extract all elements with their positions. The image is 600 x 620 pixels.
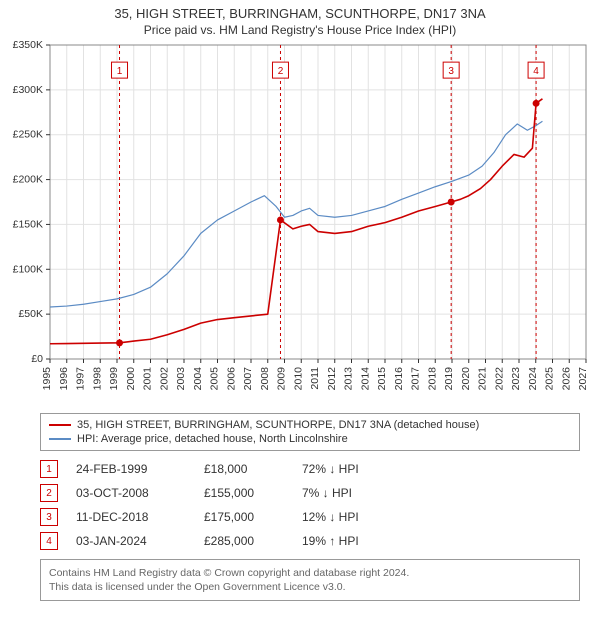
transaction-badge: 2 bbox=[40, 484, 58, 502]
title-address: 35, HIGH STREET, BURRINGHAM, SCUNTHORPE,… bbox=[0, 6, 600, 21]
transaction-pct-vs-hpi: 12% ↓ HPI bbox=[302, 510, 392, 524]
attribution-footer: Contains HM Land Registry data © Crown c… bbox=[40, 559, 580, 601]
svg-text:2002: 2002 bbox=[158, 367, 170, 391]
svg-text:3: 3 bbox=[448, 66, 454, 77]
legend: 35, HIGH STREET, BURRINGHAM, SCUNTHORPE,… bbox=[40, 413, 580, 451]
svg-text:1999: 1999 bbox=[108, 367, 120, 391]
svg-text:2016: 2016 bbox=[393, 367, 405, 391]
price-chart: £0 £50K £100K £150K £200K £250K £300K £350K 1995… bbox=[0, 37, 600, 407]
transaction-price: £18,000 bbox=[204, 462, 284, 476]
svg-text:2013: 2013 bbox=[343, 367, 355, 391]
title-sub: Price paid vs. HM Land Registry's House … bbox=[0, 23, 600, 37]
svg-text:£300K: £300K bbox=[13, 84, 43, 96]
transaction-row: 1 24-FEB-1999 £18,000 72% ↓ HPI bbox=[40, 457, 580, 481]
svg-text:2025: 2025 bbox=[544, 367, 556, 391]
svg-text:1: 1 bbox=[117, 66, 123, 77]
footer-line: This data is licensed under the Open Gov… bbox=[49, 580, 571, 594]
svg-text:2003: 2003 bbox=[175, 367, 187, 391]
transaction-date: 24-FEB-1999 bbox=[76, 462, 186, 476]
svg-text:1998: 1998 bbox=[91, 367, 103, 391]
svg-text:2022: 2022 bbox=[493, 367, 505, 391]
svg-text:2024: 2024 bbox=[527, 367, 539, 391]
legend-swatch bbox=[49, 424, 71, 426]
transaction-date: 03-OCT-2008 bbox=[76, 486, 186, 500]
svg-text:£350K: £350K bbox=[13, 39, 43, 51]
svg-text:2005: 2005 bbox=[209, 367, 221, 391]
transaction-date: 11-DEC-2018 bbox=[76, 510, 186, 524]
svg-text:2007: 2007 bbox=[242, 367, 254, 391]
svg-text:2014: 2014 bbox=[359, 367, 371, 391]
svg-text:£50K: £50K bbox=[18, 308, 43, 320]
footer-line: Contains HM Land Registry data © Crown c… bbox=[49, 566, 571, 580]
svg-text:£0: £0 bbox=[31, 353, 43, 365]
transaction-badge: 1 bbox=[40, 460, 58, 478]
svg-text:2021: 2021 bbox=[477, 367, 489, 391]
svg-text:£250K: £250K bbox=[13, 129, 43, 141]
svg-text:2026: 2026 bbox=[560, 367, 572, 391]
svg-text:2017: 2017 bbox=[410, 367, 422, 391]
transaction-price: £285,000 bbox=[204, 534, 284, 548]
transaction-badge: 4 bbox=[40, 532, 58, 550]
legend-label: 35, HIGH STREET, BURRINGHAM, SCUNTHORPE,… bbox=[77, 419, 479, 431]
svg-text:£150K: £150K bbox=[13, 218, 43, 230]
svg-text:2020: 2020 bbox=[460, 367, 472, 391]
svg-text:2004: 2004 bbox=[192, 367, 204, 391]
transaction-pct-vs-hpi: 7% ↓ HPI bbox=[302, 486, 392, 500]
svg-text:2000: 2000 bbox=[125, 367, 137, 391]
svg-text:2: 2 bbox=[278, 66, 284, 77]
svg-text:2010: 2010 bbox=[292, 367, 304, 391]
svg-text:2019: 2019 bbox=[443, 367, 455, 391]
svg-text:2008: 2008 bbox=[259, 367, 271, 391]
svg-text:1996: 1996 bbox=[58, 367, 70, 391]
transaction-row: 3 11-DEC-2018 £175,000 12% ↓ HPI bbox=[40, 505, 580, 529]
transactions-table: 1 24-FEB-1999 £18,000 72% ↓ HPI 2 03-OCT-2008… bbox=[40, 457, 580, 553]
svg-text:2011: 2011 bbox=[309, 367, 321, 390]
svg-text:2009: 2009 bbox=[276, 367, 288, 391]
svg-text:2001: 2001 bbox=[142, 367, 154, 391]
svg-text:£200K: £200K bbox=[13, 174, 43, 186]
svg-text:2006: 2006 bbox=[225, 367, 237, 391]
transaction-price: £175,000 bbox=[204, 510, 284, 524]
svg-text:2018: 2018 bbox=[426, 367, 438, 391]
transaction-pct-vs-hpi: 19% ↑ HPI bbox=[302, 534, 392, 548]
svg-text:2012: 2012 bbox=[326, 367, 338, 391]
transaction-date: 03-JAN-2024 bbox=[76, 534, 186, 548]
transaction-row: 2 03-OCT-2008 £155,000 7% ↓ HPI bbox=[40, 481, 580, 505]
svg-text:£100K: £100K bbox=[13, 263, 43, 275]
transaction-row: 4 03-JAN-2024 £285,000 19% ↑ HPI bbox=[40, 529, 580, 553]
svg-text:1997: 1997 bbox=[75, 367, 87, 391]
transaction-pct-vs-hpi: 72% ↓ HPI bbox=[302, 462, 392, 476]
transaction-price: £155,000 bbox=[204, 486, 284, 500]
legend-swatch bbox=[49, 438, 71, 440]
svg-text:1995: 1995 bbox=[41, 367, 53, 391]
legend-label: HPI: Average price, detached house, Nort… bbox=[77, 433, 348, 445]
legend-item: HPI: Average price, detached house, Nort… bbox=[49, 432, 571, 446]
svg-text:2023: 2023 bbox=[510, 367, 522, 391]
svg-text:4: 4 bbox=[533, 66, 539, 77]
legend-item: 35, HIGH STREET, BURRINGHAM, SCUNTHORPE,… bbox=[49, 418, 571, 432]
svg-text:2015: 2015 bbox=[376, 367, 388, 391]
transaction-badge: 3 bbox=[40, 508, 58, 526]
svg-text:2027: 2027 bbox=[577, 367, 589, 391]
